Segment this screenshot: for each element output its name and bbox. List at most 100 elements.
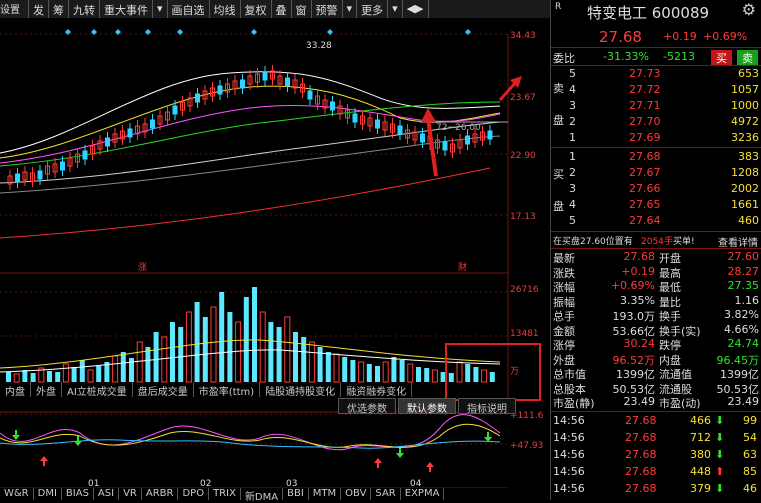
sell-signal-icon (74, 436, 82, 446)
toolbar-item-7[interactable]: 复权 (241, 0, 272, 18)
indicator-tab-2[interactable]: BIAS (62, 488, 94, 500)
toolbar-item-11[interactable]: ▾ (343, 0, 358, 18)
volume-bar (136, 341, 143, 383)
bottom-tab-5[interactable]: 陆股通持股变化 (260, 382, 342, 398)
toolbar-item-label: ▾ (392, 2, 398, 15)
tick-count: 63 (743, 448, 757, 461)
gear-icon[interactable]: ⚙ (741, 0, 756, 19)
toolbar-item-8[interactable]: 叠 (272, 0, 292, 18)
stock-change-pct: +0.69% (703, 30, 748, 43)
toolbar-item-13[interactable]: ▾ (388, 0, 403, 18)
tick-volume: 466 (690, 414, 711, 427)
tick-time: 14:56 (553, 414, 585, 427)
bottom-tab-4[interactable]: 市盈率(ttm) (194, 382, 261, 398)
stat-value: 3.35% (620, 293, 655, 307)
toolbar-corner (0, 0, 29, 18)
param-tab-1[interactable]: 默认参数 (398, 398, 456, 415)
toolbar-item-4[interactable]: ▾ (153, 0, 168, 18)
indicator-tabs: W&R DMI BIAS ASI VR ARBR DPO TRIX 新DMA BBI MTM OBV S… (0, 488, 445, 503)
stat-value: 1399亿 (720, 368, 759, 381)
buy-button[interactable]: 买 (711, 50, 732, 66)
date-tick: 03 (286, 479, 297, 488)
tick-price: 27.68 (625, 431, 657, 444)
stat-value: 24.74 (727, 337, 760, 350)
indicator-tab-4[interactable]: VR (119, 488, 142, 500)
indicator-tab-11[interactable]: OBV (341, 488, 372, 500)
indicator-tab-0[interactable]: W&R (0, 488, 34, 500)
stat-label: 流通股 (659, 382, 692, 396)
indicator-tab-12[interactable]: SAR (371, 488, 401, 500)
candle-body (270, 70, 275, 80)
settings-label[interactable]: 设置 (0, 5, 20, 16)
price-tick: 17.13 (510, 212, 536, 222)
toolbar-item-3[interactable]: 重大事件 (100, 0, 153, 18)
indicator-tab-7[interactable]: TRIX (209, 488, 241, 500)
detail-link[interactable]: 查看详情 (718, 238, 758, 249)
tick-price: 27.68 (625, 482, 657, 495)
indicator-tab-13[interactable]: EXPMA (401, 488, 445, 500)
bottom-tab-2[interactable]: AI立桩成交量 (62, 382, 133, 398)
trend-arrow-icon (498, 81, 518, 101)
candle-body (352, 113, 358, 123)
volume-bar (399, 360, 405, 382)
indicator-tab-5[interactable]: ARBR (142, 488, 179, 500)
toolbar-item-2[interactable]: 九转 (69, 0, 100, 18)
candle-body (375, 119, 380, 129)
indicator-tab-6[interactable]: DPO (178, 488, 210, 500)
tick-count: 54 (743, 431, 757, 444)
param-tab-0[interactable]: 优选参数 (338, 398, 396, 415)
high-label: 33.28 (306, 41, 332, 51)
candle-body (255, 73, 260, 83)
arrow-nav-icon[interactable]: ◀▶ (403, 0, 429, 18)
candle-body (15, 173, 20, 183)
candle-body (262, 71, 268, 81)
toolbar-item-5[interactable]: 画自选 (168, 0, 210, 18)
indicator-tab-10[interactable]: MTM (309, 488, 342, 500)
volume-bar (47, 371, 52, 382)
param-tabs: 优选参数 默认参数 指标说明 (338, 398, 518, 415)
sell-price: 27.71 (629, 99, 661, 112)
buy-price: 27.67 (629, 166, 661, 179)
toolbar-item-6[interactable]: 均线 (210, 0, 241, 18)
indicator-tab-3[interactable]: ASI (94, 488, 120, 500)
param-tab-2[interactable]: 指标说明 (458, 398, 516, 415)
sell-level: 4 (569, 83, 576, 96)
tick-time: 14:56 (553, 431, 585, 444)
candle-body (292, 79, 298, 89)
stat-label: 总市值 (553, 368, 586, 381)
candle-body (165, 111, 170, 121)
sell-button[interactable]: 卖 (737, 50, 758, 66)
sell-volume: 3236 (731, 131, 759, 144)
bottom-tab-0[interactable]: 内盘 (0, 382, 31, 398)
candle-body (472, 133, 478, 143)
toolbar-item-12[interactable]: 更多 (357, 0, 389, 18)
buy-volume: 383 (738, 150, 759, 163)
volume-bar (252, 287, 257, 382)
candle-body (45, 165, 50, 175)
candle-body (97, 140, 103, 150)
indicator-tab-1[interactable]: DMI (34, 488, 62, 500)
bottom-tab-6[interactable]: 融资融券变化 (341, 382, 413, 398)
indicator-tab-9[interactable]: BBI (283, 488, 309, 500)
candle-body (315, 95, 320, 105)
bottom-tab-1[interactable]: 外盘 (31, 382, 62, 398)
indicator-tab-8[interactable]: 新DMA (241, 488, 284, 503)
candle-body (180, 101, 185, 111)
indicator-tick: +47.93 (510, 441, 543, 451)
toolbar-item-9[interactable]: 窗 (292, 0, 312, 18)
volume-ma (0, 339, 501, 369)
buy-signal-icon (374, 458, 382, 468)
toolbar-item-10[interactable]: 预警 (312, 0, 343, 18)
toolbar-item-label: 叠 (275, 4, 287, 17)
kline-chart[interactable]: 34.43 23.67 22.90 17.13 33.28 72~26.00 涨 财 26716… (0, 18, 550, 488)
stat-value: 53.66亿 (612, 324, 656, 338)
stat-value: 50.53亿 (716, 382, 760, 396)
candle-body (22, 171, 28, 181)
event-diamond-icon (145, 29, 151, 35)
volume-bar (431, 369, 438, 383)
bottom-tab-3[interactable]: 盘后成交量 (133, 382, 194, 398)
toolbar-item-0[interactable]: 发 (29, 0, 49, 18)
volume-bar (79, 360, 85, 382)
stat-value: 96.52万 (612, 353, 656, 367)
toolbar-item-1[interactable]: 筹 (49, 0, 69, 18)
